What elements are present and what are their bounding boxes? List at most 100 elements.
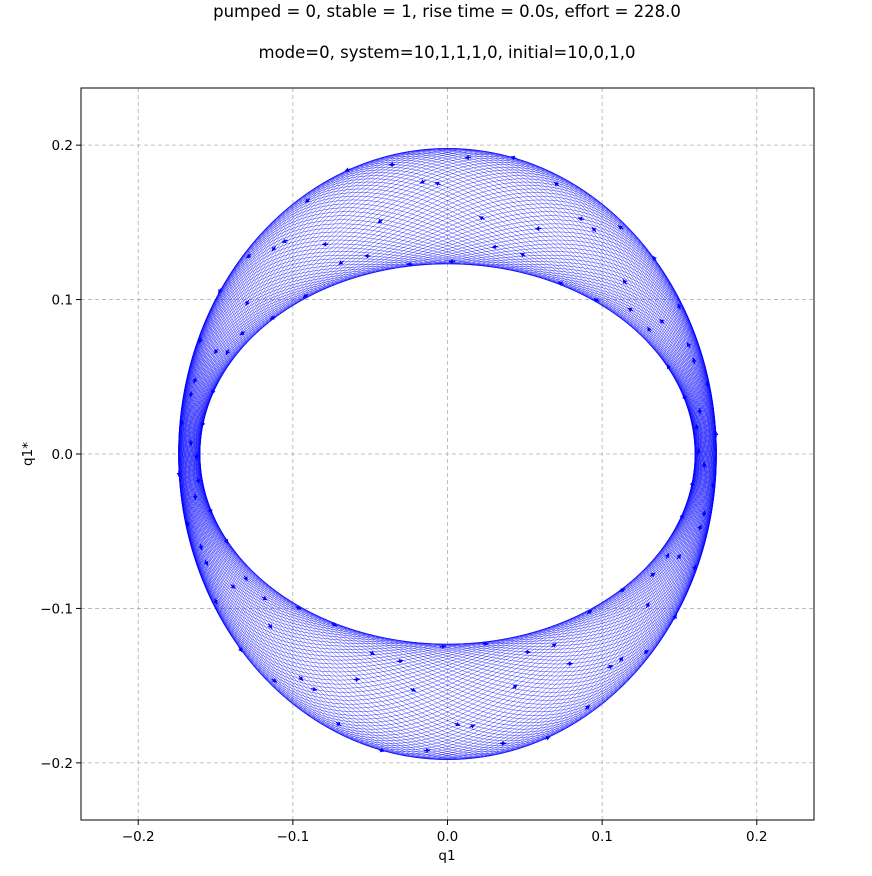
- trajectory-line: [178, 147, 717, 761]
- direction-arrow-head: [322, 241, 327, 247]
- direction-arrow-head: [179, 421, 185, 426]
- x-tick-label: −0.2: [122, 829, 155, 845]
- direction-arrow-head: [296, 605, 302, 610]
- direction-arrow-head: [652, 256, 657, 261]
- direction-arrow-head: [520, 253, 525, 258]
- direction-arrow-head: [577, 216, 583, 222]
- direction-arrow-head: [225, 350, 230, 355]
- direction-arrow-head: [246, 253, 252, 259]
- direction-arrow-head: [312, 686, 318, 692]
- direction-arrow-head: [218, 288, 223, 294]
- direction-arrow-head: [694, 424, 700, 429]
- direction-arrow-head: [272, 678, 277, 683]
- direction-arrow-head: [545, 736, 551, 741]
- direction-arrow-head: [526, 649, 531, 655]
- direction-arrow-head: [223, 538, 229, 544]
- y-axis-label: q1*: [20, 442, 36, 466]
- direction-arrow-head: [551, 643, 557, 648]
- direction-arrow-head: [510, 155, 516, 161]
- direction-arrow-head: [645, 602, 650, 608]
- direction-arrow-head: [425, 748, 431, 753]
- direction-arrow-head: [647, 326, 652, 332]
- direction-arrow-head: [200, 422, 206, 427]
- direction-arrow-head: [434, 181, 440, 187]
- direction-arrow-head: [691, 358, 697, 363]
- direction-arrow-head: [697, 408, 703, 413]
- direction-arrow-head: [682, 394, 687, 400]
- direction-arrow-head: [245, 300, 250, 306]
- direction-arrow-head: [479, 216, 484, 221]
- direction-arrow-head: [618, 656, 624, 662]
- plot-area: [176, 147, 719, 761]
- direction-arrow-head: [676, 554, 681, 559]
- direction-arrow-head: [240, 330, 245, 336]
- direction-arrow-head: [491, 244, 497, 250]
- direction-arrow-head: [208, 508, 213, 514]
- direction-arrow-head: [672, 614, 677, 620]
- direction-arrow-head: [705, 381, 711, 386]
- direction-arrow-head: [344, 167, 350, 172]
- x-axis-ticks: −0.2 −0.1 0.0 0.1 0.2: [122, 820, 768, 845]
- direction-arrow-head: [238, 647, 243, 652]
- direction-arrow-head: [441, 644, 446, 650]
- direction-arrow-head: [558, 281, 563, 286]
- y-tick-label: −0.1: [40, 601, 73, 617]
- direction-arrow-head: [696, 448, 701, 453]
- direction-arrow-head: [176, 472, 182, 477]
- direction-arrow-head: [214, 349, 219, 354]
- direction-arrow-head: [627, 307, 633, 313]
- direction-arrow-head: [593, 298, 599, 303]
- direction-arrow-head: [618, 225, 623, 230]
- direction-arrow-head: [188, 441, 194, 446]
- direction-arrow-head: [336, 721, 341, 726]
- direction-arrow-head: [585, 705, 590, 710]
- direction-arrow-head: [587, 610, 593, 615]
- direction-arrow-head: [379, 747, 385, 753]
- direction-arrow-head: [650, 572, 655, 578]
- direction-arrow-head: [554, 182, 559, 187]
- direction-arrow-head: [449, 258, 454, 264]
- y-tick-label: 0.2: [52, 138, 73, 154]
- direction-arrow-head: [411, 687, 416, 692]
- y-tick-label: 0.1: [52, 293, 73, 309]
- direction-arrow-head: [270, 315, 275, 320]
- direction-arrow-head: [464, 155, 470, 160]
- direction-arrow-head: [484, 641, 489, 647]
- direction-arrow-head: [302, 293, 308, 298]
- direction-arrow-head: [332, 622, 337, 627]
- direction-arrow-head: [192, 495, 198, 500]
- direction-arrow-head: [502, 740, 507, 746]
- direction-arrow-head: [203, 560, 208, 566]
- direction-arrow-head: [377, 218, 383, 224]
- direction-arrow-head: [455, 721, 461, 727]
- direction-arrow-head: [213, 599, 218, 605]
- direction-arrow-head: [620, 588, 625, 593]
- chart-title-line2: mode=0, system=10,1,1,1,0, initial=10,0,…: [259, 43, 636, 62]
- direction-arrow-head: [194, 455, 199, 460]
- direction-arrow-head: [643, 649, 649, 655]
- direction-arrow-head: [470, 724, 475, 729]
- direction-arrow-head: [211, 389, 216, 395]
- direction-arrow-head: [364, 253, 369, 259]
- direction-arrow-head: [659, 319, 665, 324]
- direction-arrow-head: [338, 260, 344, 265]
- direction-arrow-head: [305, 198, 310, 203]
- direction-arrow-head: [282, 238, 287, 244]
- direction-arrow-head: [192, 378, 198, 384]
- direction-arrow-head: [701, 462, 707, 467]
- x-tick-label: 0.2: [746, 829, 767, 845]
- x-tick-label: −0.1: [276, 829, 309, 845]
- direction-arrow-head: [535, 226, 540, 231]
- x-tick-label: 0.1: [591, 829, 612, 845]
- direction-arrow-head: [697, 524, 703, 530]
- direction-arrow-head: [512, 684, 518, 690]
- direction-arrow-head: [608, 664, 613, 670]
- x-axis-label: q1: [438, 848, 455, 864]
- direction-arrow-head: [195, 479, 201, 484]
- direction-arrow-head: [666, 364, 672, 370]
- direction-arrow-head: [622, 279, 628, 285]
- direction-arrow-head: [692, 564, 697, 570]
- direction-arrow-head: [398, 658, 404, 664]
